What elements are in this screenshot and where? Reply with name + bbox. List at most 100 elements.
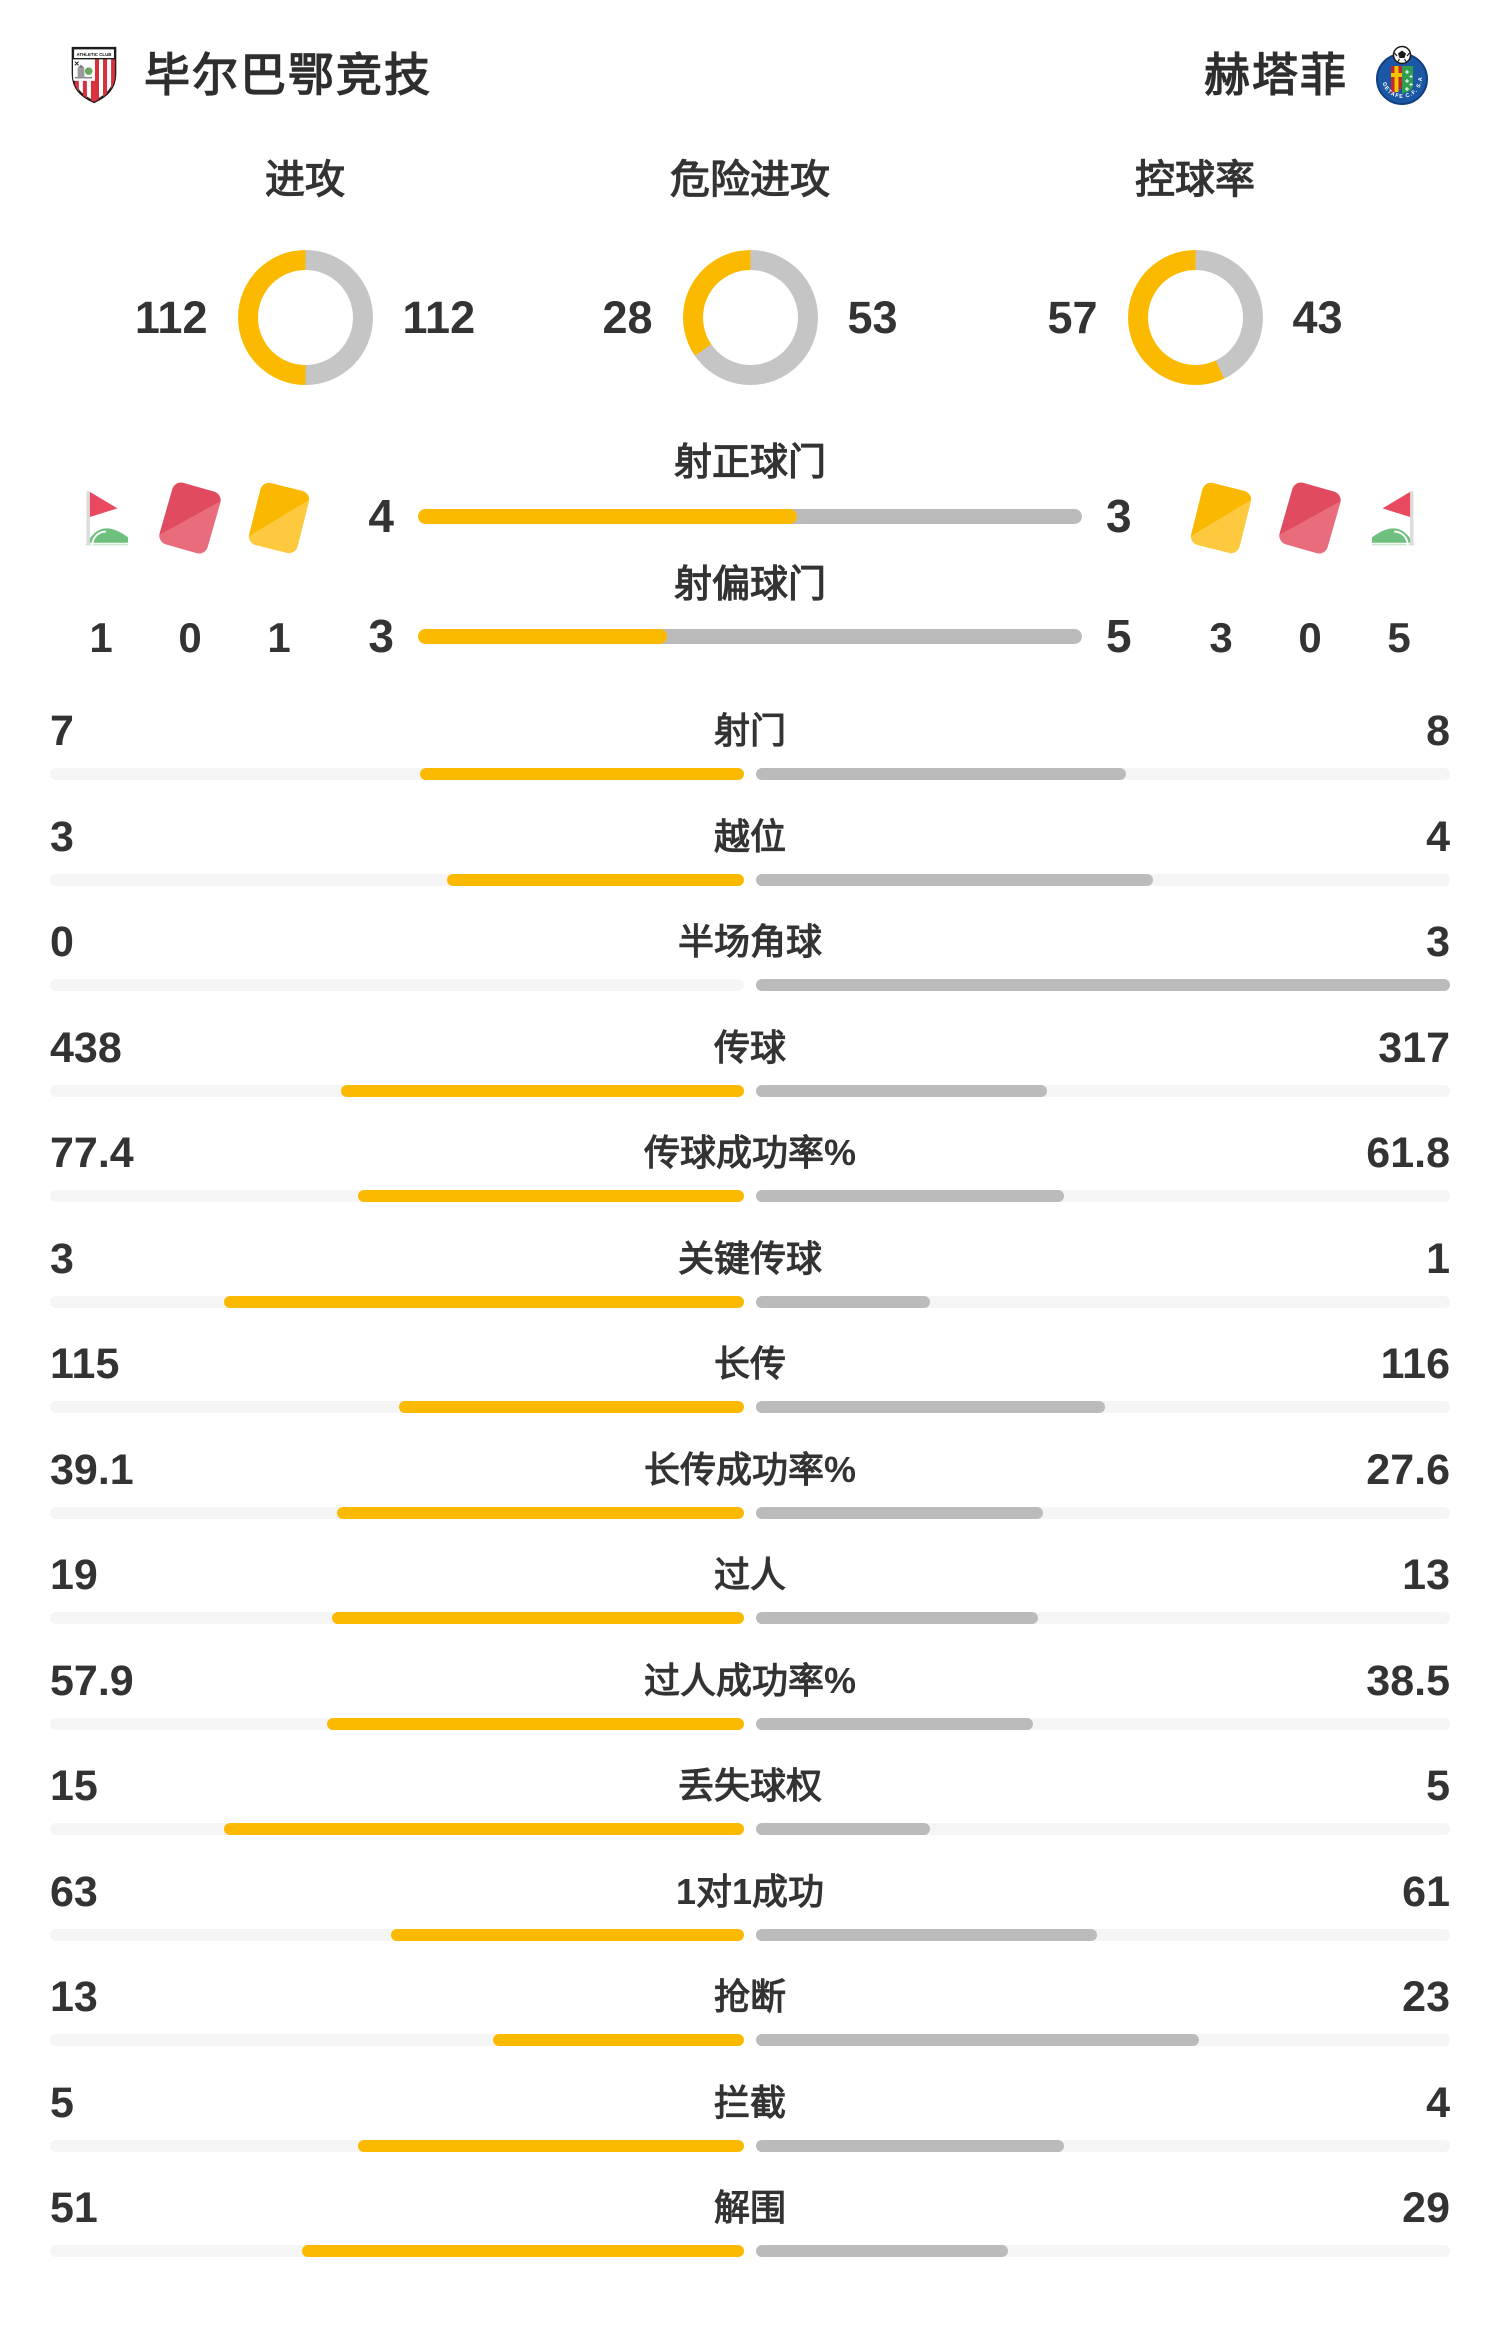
stat-bar-track <box>50 1612 1450 1624</box>
stat-home-value: 63 <box>50 1867 98 1916</box>
donut-row: 28 53 <box>575 250 926 385</box>
stat-bar-away-half <box>756 1190 1450 1202</box>
away-team-name: 赫塔菲 <box>1204 49 1348 101</box>
stat-bar-home-half <box>50 1506 744 1519</box>
stat-bar-track <box>50 1084 1450 1097</box>
stat-bar-away-half <box>756 1823 1450 1835</box>
svg-text:ATHLETIC CLUB: ATHLETIC CLUB <box>77 52 112 57</box>
stat-bar-track <box>50 2245 1450 2257</box>
stat-bar-track <box>50 873 1450 886</box>
donut-away-value: 43 <box>1292 292 1343 343</box>
stat-away-value: 27.6 <box>1366 1445 1450 1494</box>
home-corner-count: 1 <box>89 614 113 661</box>
stat-label: 抢断 <box>713 1976 786 2017</box>
yellow-card-icon <box>1189 480 1253 556</box>
stat-row-head: 0 半场角球 3 <box>50 919 1450 965</box>
stats-list: 7 射门 8 3 越位 4 0 半场角球 <box>0 700 1500 2283</box>
stat-row: 77.4 传球成功率% 61.8 <box>0 1122 1500 1228</box>
stat-bar-away-half <box>756 1612 1450 1624</box>
stat-bar-track <box>50 2034 1450 2046</box>
stat-label: 射门 <box>713 710 786 751</box>
stat-row-head: 19 过人 13 <box>50 1552 1450 1598</box>
donut-charts-section: 进攻 112 112 危险进攻 28 53 控球率 57 43 <box>100 156 1400 385</box>
stat-label: 1对1成功 <box>675 1870 825 1912</box>
stat-row: 438 传球 317 <box>0 1017 1500 1123</box>
stat-bar-home-half <box>50 2245 744 2257</box>
stat-away-value: 5 <box>1426 1762 1450 1810</box>
stat-bar-track <box>50 1190 1450 1202</box>
stat-away-value: 38.5 <box>1366 1656 1450 1705</box>
stat-bar-track <box>50 1717 1450 1730</box>
shots-on-target-away-value: 3 <box>1106 490 1132 542</box>
stat-home-value: 77.4 <box>50 1129 134 1177</box>
stat-bar-home-half <box>50 2034 744 2046</box>
stat-bar-away-half <box>756 979 1450 991</box>
shots-off-target-label: 射偏球门 <box>673 564 826 606</box>
stat-row-head: 438 传球 317 <box>50 1025 1450 1071</box>
home-discipline-counts: 1 0 1 <box>72 612 308 664</box>
stat-row: 5 拦截 4 <box>0 2072 1500 2178</box>
donut-away-value: 53 <box>847 292 898 343</box>
stat-row-head: 5 拦截 4 <box>50 2080 1450 2126</box>
stat-label: 过人 <box>713 1554 786 1595</box>
home-team: ATHLETIC CLUB 毕尔巴鄂竞技 <box>70 45 432 105</box>
stat-away-value: 23 <box>1402 1973 1450 2021</box>
shots-off-target-bar <box>418 628 1082 644</box>
stat-bar-away-half <box>756 1717 1450 1730</box>
away-corner-count: 5 <box>1387 614 1411 661</box>
stat-bar-away-half <box>756 2245 1450 2257</box>
corner-flag-icon <box>72 482 130 554</box>
shots-on-target-bar <box>418 508 1082 524</box>
stat-bar-away-half <box>756 873 1450 886</box>
stat-bar-home-half <box>50 1612 744 1624</box>
donut-chart: 控球率 57 43 <box>990 156 1400 385</box>
stat-bar-away-half <box>756 1401 1450 1413</box>
stat-bar-home-half <box>50 1717 744 1730</box>
shots-on-target-row: 4 3 <box>338 488 1162 544</box>
stat-bar-away-half <box>756 2034 1450 2046</box>
shots-section: 射正球门 4 3 射偏球门 3 5 1 0 1 3 0 5 <box>0 440 1500 690</box>
stat-row-head: 13 抢断 23 <box>50 1974 1450 2020</box>
stat-row-head: 39.1 长传成功率% 27.6 <box>50 1447 1450 1493</box>
stat-label: 长传成功率% <box>643 1448 856 1490</box>
stat-label: 长传 <box>713 1343 786 1384</box>
stat-away-value: 4 <box>1426 2078 1450 2127</box>
stat-bar-away-half <box>756 2139 1450 2152</box>
shots-on-target-home-value: 4 <box>368 490 394 542</box>
stat-bar-track <box>50 2139 1450 2152</box>
stat-bar-track <box>50 768 1450 780</box>
away-yellow-card-count: 3 <box>1209 614 1233 661</box>
stat-bar-home-half <box>50 1190 744 1202</box>
shots-off-target-row: 3 5 <box>338 608 1162 664</box>
stat-away-value: 317 <box>1378 1023 1450 1072</box>
donut-home-value: 112 <box>134 292 208 343</box>
stat-row-head: 115 长传 116 <box>50 1341 1450 1387</box>
stat-row: 115 长传 116 <box>0 1333 1500 1439</box>
shots-on-target-label: 射正球门 <box>673 442 826 484</box>
stat-row-head: 7 射门 8 <box>50 708 1450 754</box>
stat-away-value: 8 <box>1426 707 1450 755</box>
stat-away-value: 4 <box>1426 812 1450 861</box>
stat-label: 拦截 <box>713 2081 786 2123</box>
stat-label: 半场角球 <box>677 921 822 962</box>
donut-home-value: 28 <box>602 292 653 343</box>
away-discipline-counts: 3 0 5 <box>1192 612 1428 664</box>
stat-row: 3 关键传球 1 <box>0 1228 1500 1334</box>
stat-row-head: 77.4 传球成功率% 61.8 <box>50 1130 1450 1176</box>
stat-label: 过人成功率% <box>643 1659 856 1701</box>
stat-away-value: 1 <box>1426 1234 1450 1283</box>
red-card-icon <box>157 480 223 556</box>
donut-row: 57 43 <box>1020 250 1371 385</box>
stat-home-value: 7 <box>50 707 74 755</box>
stat-bar-home-half <box>50 2139 744 2152</box>
home-team-name: 毕尔巴鄂竞技 <box>144 49 432 101</box>
donut-label: 危险进攻 <box>670 158 830 202</box>
header: ATHLETIC CLUB 毕尔巴鄂竞技 赫塔菲 <box>70 40 1430 110</box>
stat-bar-home-half <box>50 1823 744 1835</box>
stat-label: 解围 <box>713 2187 786 2228</box>
stat-row: 63 1对1成功 61 <box>0 1861 1500 1967</box>
stat-row-head: 15 丢失球权 5 <box>50 1763 1450 1809</box>
stat-home-value: 57.9 <box>50 1656 134 1705</box>
stat-bar-away-half <box>756 768 1450 780</box>
stat-away-value: 116 <box>1380 1340 1450 1388</box>
